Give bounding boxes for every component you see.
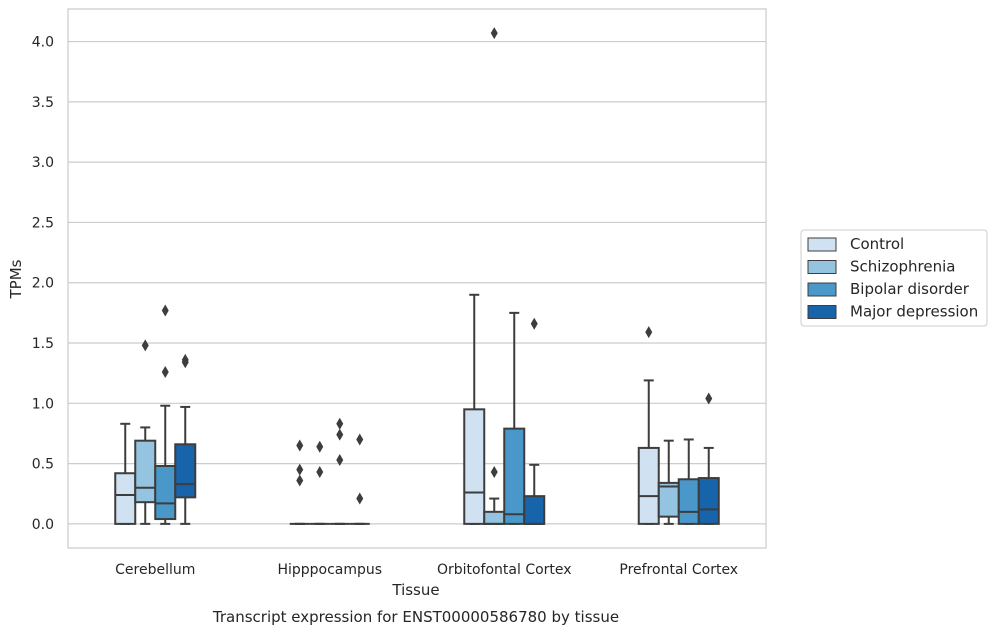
box (657, 481, 680, 518)
outlier-point (645, 326, 653, 339)
y-tick-label: 1.5 (32, 336, 54, 352)
box (523, 495, 546, 525)
outlier-point (316, 466, 324, 479)
plot-frame (67, 8, 767, 549)
y-tick-label: 4.0 (32, 35, 54, 51)
x-tick-label: Prefrontal Cortex (619, 562, 738, 578)
outlier-point (296, 439, 304, 452)
x-axis-title: Tissue (391, 581, 439, 599)
outlier-point (296, 474, 304, 487)
y-tick-label: 0.5 (32, 457, 54, 473)
x-tick-labels: Cerebellum Hipppocampus Orbitofontal Corte… (115, 562, 738, 578)
box (637, 446, 660, 525)
outlier-point (181, 353, 189, 366)
legend-swatch (807, 305, 837, 319)
series-group (174, 317, 720, 525)
y-tick-labels: 0.0 0.5 1.0 1.5 2.0 2.5 3.0 3.5 4.0 (32, 35, 54, 533)
box (134, 439, 157, 504)
legend-swatch (807, 260, 837, 274)
y-tick-label: 2.5 (32, 215, 54, 231)
outlier-point (356, 433, 364, 446)
outlier-point (336, 417, 344, 430)
box (154, 465, 177, 521)
box (114, 472, 137, 525)
outlier-point (161, 304, 169, 317)
series-group (154, 304, 700, 525)
legend-label: Bipolar disorder (850, 280, 970, 298)
legend-label: Major depression (850, 303, 978, 321)
y-axis-title: TPMs (7, 259, 25, 299)
outlier-point (336, 428, 344, 441)
outlier-point (490, 466, 498, 479)
y-tick-label: 1.0 (32, 396, 54, 412)
outlier-point (356, 492, 364, 505)
outlier-point (490, 27, 498, 40)
outlier-point (161, 365, 169, 378)
x-tick-label: Hipppocampus (277, 562, 382, 578)
outlier-point (316, 440, 324, 453)
legend-label: Control (850, 235, 904, 253)
box (483, 510, 506, 525)
box (697, 477, 720, 525)
x-tick-label: Orbitofontal Cortex (437, 562, 572, 578)
box (463, 408, 486, 525)
box-groups (114, 27, 720, 525)
outlier-point (296, 463, 304, 476)
series-group (114, 293, 660, 525)
outlier-point (530, 317, 538, 330)
legend-frame (800, 229, 988, 327)
series-group (134, 27, 680, 525)
outlier-point (141, 339, 149, 352)
outlier-point (336, 453, 344, 466)
legend: Control Schizophrenia Bipolar disorder Majo… (800, 229, 988, 327)
chart-caption: Transcript expression for ENST0000058678… (212, 608, 619, 626)
box (677, 478, 700, 525)
legend-label: Schizophrenia (850, 258, 955, 276)
y-tick-label: 3.5 (32, 95, 54, 111)
y-tick-label: 2.0 (32, 276, 54, 292)
box (503, 427, 526, 525)
x-tick-label: Cerebellum (115, 562, 195, 578)
legend-swatch (807, 237, 837, 252)
outlier-point (705, 392, 713, 405)
y-tick-label: 0.0 (32, 517, 54, 533)
box (174, 443, 197, 499)
y-tick-label: 3.0 (32, 155, 54, 171)
legend-swatch (807, 282, 837, 297)
